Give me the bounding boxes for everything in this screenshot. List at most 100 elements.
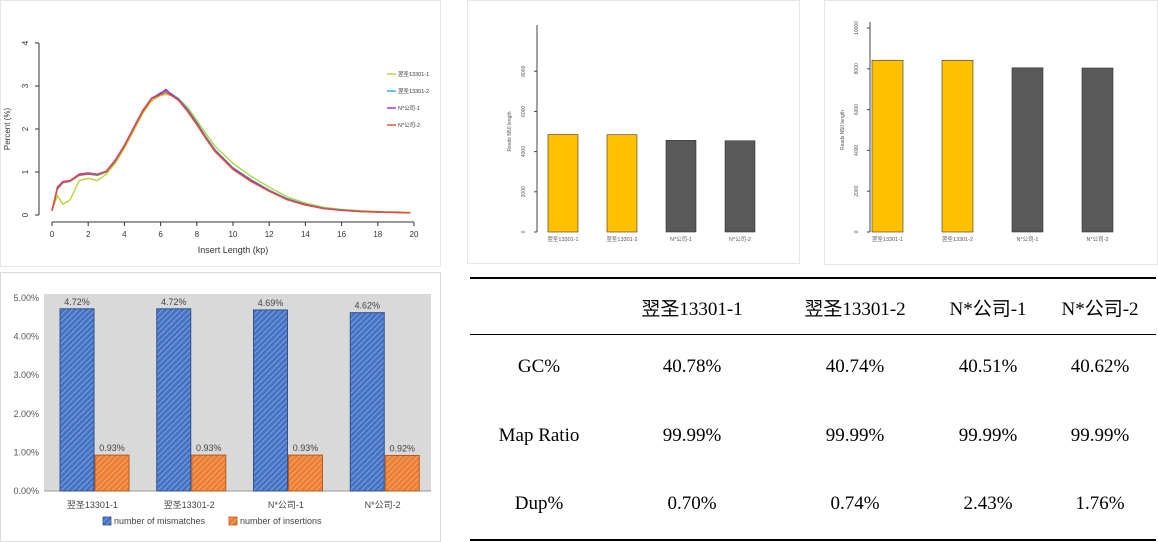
bar	[349, 312, 385, 492]
data-label: 4.69%	[258, 298, 284, 308]
data-label: 0.93%	[293, 443, 319, 453]
n50-bar-chart-left-svg: 0 2000 4000 6000 8000 Reads N50 length 翌圣13301…	[507, 25, 756, 243]
table-header-cell: N*公司-1	[949, 299, 1027, 320]
y-axis-title: Percent (%)	[3, 108, 12, 151]
table-header-cell: N*公司-2	[1061, 299, 1139, 320]
bar	[941, 59, 974, 233]
x-tick-label: 翌圣13301-2	[164, 500, 215, 510]
data-label: 0.92%	[389, 443, 415, 453]
bar	[724, 140, 756, 233]
y-axis-title: Reads N50 length	[840, 110, 846, 150]
x-tick-label: N*公司-2	[1086, 236, 1108, 243]
legend-swatch	[228, 516, 238, 526]
table-header-cell: 翌圣13301-2	[804, 299, 906, 320]
table-cell: 99.99%	[825, 425, 885, 446]
y-tick-label: 4000	[854, 145, 860, 156]
y-tick-label: 0	[521, 230, 527, 233]
bar	[871, 59, 904, 233]
x-tick-label: 8	[195, 230, 200, 239]
x-tick-label: N*公司-1	[670, 236, 692, 243]
legend-label: number of mismatches	[114, 516, 206, 526]
bar	[1011, 67, 1044, 233]
x-tick-label: 6	[158, 230, 163, 239]
table-cell: 99.99%	[958, 425, 1018, 446]
insert-length-chart: 0 2 4 6 8 10 12 14 16 18 20 0 1 2 3 4 Insert Length (kp)…	[0, 0, 441, 267]
data-label: 4.72%	[161, 297, 187, 307]
y-tick-label: 4.00%	[13, 332, 39, 342]
legend-swatch	[102, 516, 112, 526]
table-top-rule	[470, 277, 1156, 279]
series-line	[51, 91, 411, 214]
y-tick-label: 0	[21, 212, 30, 217]
y-tick-label: 2.00%	[13, 409, 39, 419]
error-rate-bar-chart-svg: 0.00% 1.00% 2.00% 3.00% 4.00% 5.00% 4.72% 0.93%…	[13, 293, 431, 526]
table-row-label: GC%	[517, 356, 561, 377]
legend-label: number of insertions	[240, 516, 322, 526]
n50-bar-chart-right: 0 2000 4000 6000 8000 10000 Reads N50 length 翌圣…	[824, 0, 1158, 265]
bar	[94, 454, 130, 492]
table-cell: 2.43%	[963, 493, 1013, 514]
x-tick-label: 16	[337, 230, 346, 239]
x-tick-label: N*公司-1	[268, 500, 304, 510]
data-label: 4.72%	[64, 297, 90, 307]
x-tick-label: 翌圣13301-1	[67, 500, 118, 510]
y-tick-label: 6000	[521, 106, 527, 117]
y-tick-label: 6000	[854, 104, 860, 115]
y-tick-label: 3	[21, 83, 30, 88]
table-cell: 40.51%	[958, 356, 1018, 377]
bar	[253, 309, 288, 492]
table-header-rule	[470, 334, 1156, 335]
x-tick-label: N*公司-2	[365, 500, 401, 510]
stats-table: 翌圣13301-1 翌圣13301-2 N*公司-1 N*公司-2 GC% 40…	[467, 270, 1158, 542]
y-tick-label: 0.00%	[13, 486, 39, 496]
legend-label: N*公司-1	[398, 105, 420, 112]
legend-label: N*公司-2	[398, 122, 420, 129]
x-tick-label: N*公司-2	[729, 236, 751, 243]
legend-label: 翌圣13301-2	[398, 87, 429, 95]
x-tick-label: 20	[410, 230, 419, 239]
y-tick-label: 1	[21, 169, 30, 174]
y-tick-label: 0	[854, 230, 860, 233]
table-cell: 40.78%	[662, 356, 722, 377]
y-tick-label: 5.00%	[13, 293, 39, 303]
table-header-cell: 翌圣13301-1	[641, 299, 743, 320]
x-axis-title: Insert Length (kp)	[198, 245, 269, 255]
bar	[288, 454, 323, 492]
x-tick-label: 14	[301, 230, 310, 239]
data-label: 0.93%	[99, 443, 125, 453]
series-line	[51, 93, 411, 214]
series-line	[51, 90, 411, 214]
bar	[191, 454, 227, 492]
legend-label: 翌圣13301-1	[398, 70, 429, 78]
data-label: 4.62%	[354, 301, 380, 311]
bar	[156, 308, 192, 492]
n50-bar-chart-left: 0 2000 4000 6000 8000 Reads N50 length 翌圣13301…	[467, 0, 800, 264]
x-tick-label: 10	[229, 230, 238, 239]
data-label: 0.93%	[196, 443, 222, 453]
bar	[59, 308, 95, 492]
bar	[384, 454, 420, 492]
stats-table-body: 翌圣13301-1 翌圣13301-2 N*公司-1 N*公司-2 GC% 40…	[467, 270, 1158, 542]
x-tick-label: 0	[50, 230, 55, 239]
table-cell: 99.99%	[1070, 425, 1130, 446]
y-tick-label: 4	[21, 40, 30, 45]
bar	[665, 140, 697, 233]
y-tick-label: 2000	[854, 185, 860, 196]
y-tick-label: 10000	[854, 21, 860, 35]
error-rate-bar-chart: 0.00% 1.00% 2.00% 3.00% 4.00% 5.00% 4.72% 0.93%…	[0, 272, 441, 542]
table-bottom-rule	[470, 539, 1156, 541]
y-tick-label: 3.00%	[13, 370, 39, 380]
x-tick-label: 12	[265, 230, 274, 239]
bar	[547, 134, 579, 233]
x-tick-label: 翌圣13301-2	[606, 235, 637, 243]
table-row-label: Map Ratio	[498, 425, 580, 446]
y-tick-label: 4000	[521, 146, 527, 157]
x-tick-label: 4	[122, 230, 127, 239]
series-line	[51, 88, 411, 214]
y-tick-label: 2000	[521, 186, 527, 197]
table-cell: 99.99%	[662, 425, 722, 446]
table-cell: 40.74%	[825, 356, 885, 377]
bar	[1081, 67, 1114, 233]
table-cell: 0.74%	[830, 493, 880, 514]
n50-bar-chart-right-svg: 0 2000 4000 6000 8000 10000 Reads N50 length 翌圣…	[840, 21, 1114, 243]
